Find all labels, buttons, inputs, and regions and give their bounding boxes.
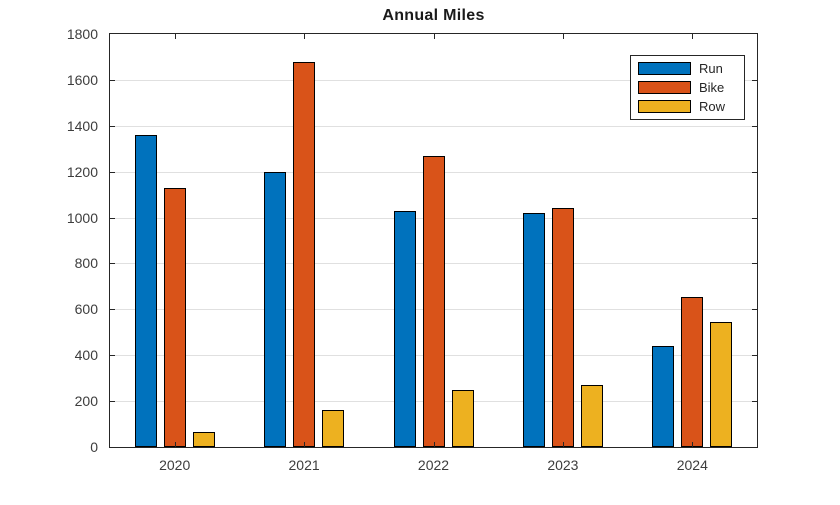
x-tick-label: 2023 [547, 457, 579, 473]
tick-mark [304, 442, 306, 447]
legend-swatch-run [638, 61, 691, 75]
tick-mark [752, 171, 757, 173]
tick-mark [110, 355, 115, 357]
y-tick-label: 1400 [66, 117, 98, 134]
legend-label: Bike [699, 80, 725, 95]
tick-mark [433, 442, 435, 447]
tick-mark [752, 309, 757, 311]
bar-bike-2024 [681, 296, 704, 447]
x-tick-label: 2024 [676, 457, 708, 473]
gridline [110, 79, 757, 81]
legend-label: Row [699, 99, 726, 115]
tick-mark [692, 34, 694, 39]
bar-row-2021 [322, 410, 345, 447]
legend: Run Bike Row [630, 55, 745, 120]
legend-item: Run [631, 59, 744, 77]
bar-row-2023 [580, 385, 603, 447]
tick-mark [752, 263, 757, 265]
bar-bike-2022 [422, 155, 445, 447]
bar-row-2022 [451, 389, 474, 447]
tick-mark [174, 34, 176, 39]
tick-mark [692, 442, 694, 447]
tick-mark [110, 125, 115, 127]
x-tick-label: 2022 [417, 457, 450, 473]
y-tick-label: 0 [90, 439, 98, 455]
tick-mark [562, 34, 564, 39]
tick-mark [752, 125, 757, 127]
legend-swatch-row [638, 100, 691, 114]
tick-mark [110, 217, 115, 219]
tick-mark [110, 309, 115, 311]
y-tick-label: 1200 [66, 163, 98, 180]
bar-run-2021 [264, 171, 287, 447]
legend-item: Bike [631, 79, 744, 97]
tick-mark [752, 355, 757, 357]
tick-mark [174, 442, 176, 447]
tick-mark [562, 442, 564, 447]
legend-label: Run [699, 60, 723, 76]
y-tick-label: 600 [74, 301, 98, 318]
chart-title: Annual Miles [382, 7, 485, 24]
bar-run-2020 [134, 134, 157, 447]
x-tick-label: 2020 [159, 457, 191, 473]
legend-item: Row [631, 98, 744, 116]
tick-mark [752, 217, 757, 219]
x-tick-label: 2021 [288, 457, 320, 473]
tick-mark [110, 401, 115, 403]
y-tick-label: 200 [74, 393, 98, 410]
y-tick-label: 1000 [66, 209, 98, 226]
y-tick-label: 400 [74, 347, 98, 364]
bar-run-2022 [393, 210, 416, 447]
y-tick-label: 1800 [66, 26, 98, 42]
tick-mark [110, 171, 115, 173]
tick-mark [433, 34, 435, 39]
bar-run-2023 [522, 212, 545, 447]
bar-bike-2020 [163, 187, 186, 447]
bar-row-2020 [192, 432, 215, 447]
bar-bike-2023 [551, 208, 574, 447]
legend-swatch-bike [638, 81, 691, 94]
y-tick-label: 1600 [66, 71, 98, 88]
bar-run-2024 [652, 346, 675, 447]
bar-bike-2021 [293, 61, 316, 447]
tick-mark [110, 263, 115, 265]
bar-row-2024 [710, 321, 733, 447]
tick-mark [304, 34, 306, 39]
tick-mark [110, 79, 115, 81]
tick-mark [752, 401, 757, 403]
y-tick-label: 800 [74, 255, 98, 272]
tick-mark [752, 79, 757, 81]
gridline [110, 125, 757, 127]
